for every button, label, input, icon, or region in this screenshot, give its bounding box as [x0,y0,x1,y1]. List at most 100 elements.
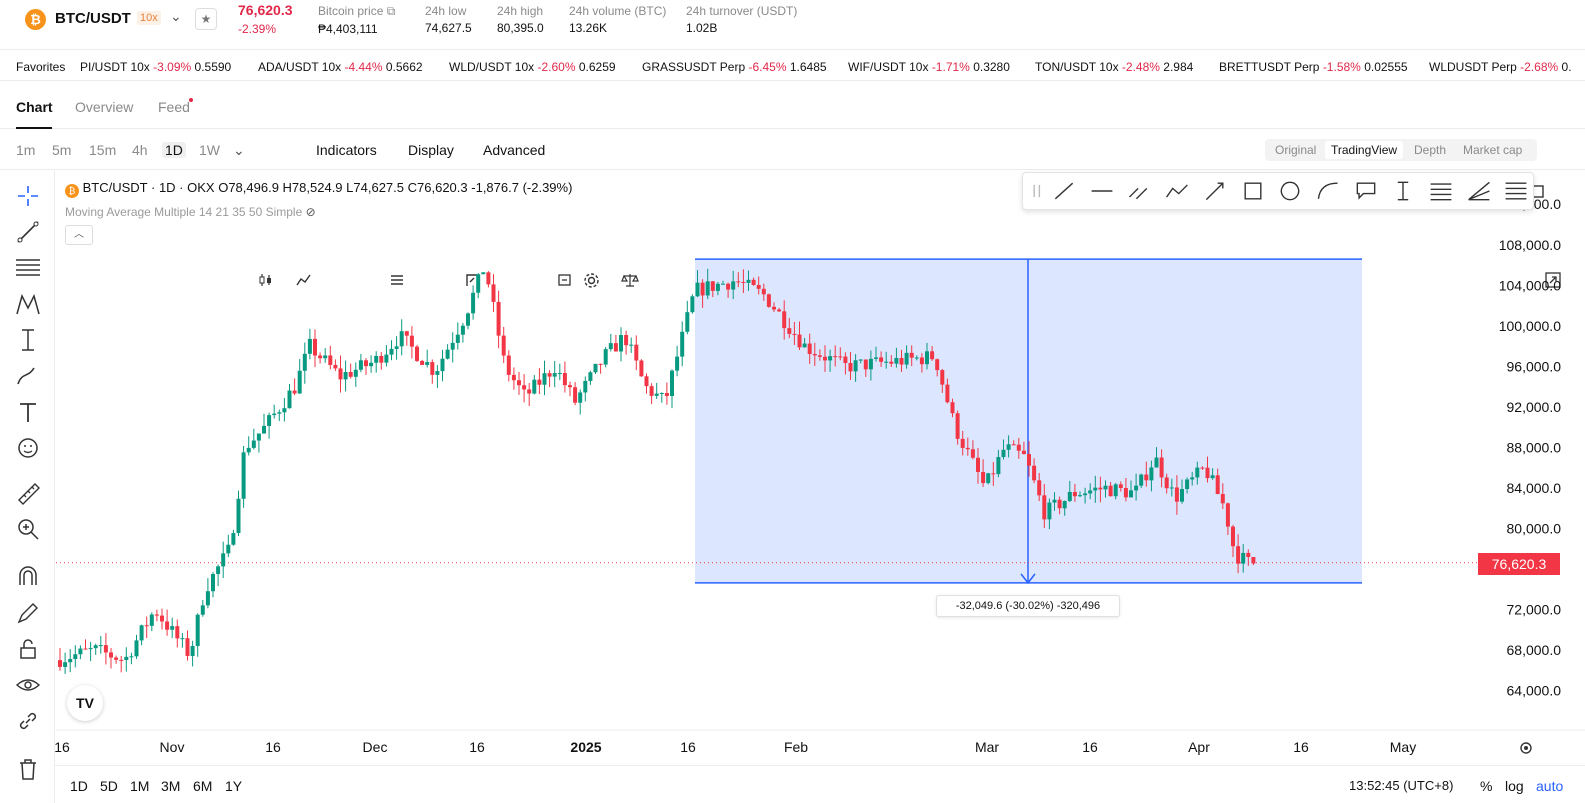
view-tradingview[interactable]: TradingView [1325,141,1404,159]
fib-retracement-icon[interactable] [14,254,42,282]
interval-1d[interactable]: 1D [162,142,186,158]
pair-name[interactable]: BTC/USDT [55,10,131,27]
range-1d[interactable]: 1D [70,778,88,794]
interval-1m[interactable]: 1m [16,142,36,158]
tab-feed[interactable]: Feed [158,99,190,115]
range-1y[interactable]: 1Y [225,778,243,794]
curve-icon[interactable] [1315,178,1341,204]
candle [435,365,440,388]
candle-body [1006,444,1011,450]
favorite-item[interactable]: WLD/USDT 10x -2.60% 0.6259 [449,60,616,74]
callout-icon[interactable] [1353,178,1379,204]
favorite-item[interactable]: WIF/USDT 10x -1.71% 0.3280 [848,60,1010,74]
range-3m[interactable]: 3M [161,778,181,794]
chevron-down-icon[interactable]: ⌄ [170,8,182,24]
display-button[interactable]: Display [408,142,454,158]
lock-icon[interactable] [14,635,42,663]
x-tick-label: May [1390,739,1416,755]
parallel-channel-icon[interactable] [1126,178,1152,204]
candle-body [139,625,144,641]
candle-body [833,356,838,358]
stat-bitcoin-price[interactable]: Bitcoin price ⧉ ₱4,403,111 [318,4,396,36]
ruler-icon[interactable] [14,479,42,507]
candle-body [777,309,782,312]
collapse-legend-button[interactable]: ︿ [65,225,93,245]
candle [578,389,583,415]
favorite-item[interactable]: BRETTUSDT Perp -1.58% 0.02555 [1219,60,1408,74]
interval-15m[interactable]: 15m [89,142,117,158]
measure-arrow-head [1020,573,1036,585]
text-tool-icon[interactable] [14,398,42,426]
candle-type-icon[interactable] [258,272,274,288]
fib-fan-icon[interactable] [1466,178,1492,204]
candle [409,326,414,359]
range-1m[interactable]: 1M [130,778,150,794]
indicators-button[interactable]: Indicators [316,142,377,158]
pattern-icon[interactable] [14,290,42,318]
magnet-icon[interactable] [14,563,42,591]
favorite-item[interactable]: PI/USDT 10x -3.09% 0.5590 [80,60,232,74]
trend-line-icon[interactable] [1051,178,1077,204]
auto-toggle[interactable]: auto [1536,778,1564,794]
balance-scale-icon[interactable] [621,272,639,288]
favorite-item[interactable]: WLDUSDT Perp -2.68% 0. [1429,60,1572,74]
indicator-legend[interactable]: Moving Average Multiple 14 21 35 50 Simp… [65,205,316,219]
interval-dropdown-icon[interactable]: ⌄ [233,142,245,158]
brush-icon[interactable] [14,362,42,390]
zoom-in-icon[interactable] [14,515,42,543]
prediction-icon[interactable] [14,326,42,354]
range-6m[interactable]: 6M [193,778,213,794]
crosshair-icon[interactable] [14,182,42,210]
candle-body [1236,546,1241,564]
price-range-icon[interactable] [1390,178,1416,204]
eye-icon[interactable] [14,671,42,699]
candle [792,321,797,346]
log-toggle[interactable]: log [1505,778,1524,794]
candle-body [619,335,623,352]
compare-icon[interactable] [557,273,572,287]
display-icon [391,275,403,285]
candle [445,344,450,360]
tab-chart[interactable]: Chart [16,99,53,115]
link-icon[interactable] [14,707,42,735]
candle-body [1042,495,1047,520]
percent-toggle[interactable]: % [1480,778,1493,794]
view-market-cap[interactable]: Market cap [1463,143,1523,157]
grip-icon[interactable] [1029,178,1055,204]
tab-overview[interactable]: Overview [75,99,134,115]
eye-off-icon[interactable]: ⊘ [305,205,316,219]
circle-icon[interactable] [1277,178,1303,204]
draw-mode-icon[interactable] [14,599,42,627]
rectangle-icon[interactable] [1240,178,1266,204]
candle [680,321,685,367]
trend-line-icon[interactable] [14,218,42,246]
settings-gear-icon[interactable] [583,272,600,289]
arrow-icon[interactable] [1202,178,1228,204]
candle-body [823,356,827,361]
candle [190,640,195,667]
trash-icon[interactable] [14,755,42,783]
candle-body [695,282,700,297]
emoji-icon[interactable] [14,434,42,462]
fib-levels-icon[interactable] [1428,178,1454,204]
interval-4h[interactable]: 4h [132,142,148,158]
favorite-item[interactable]: GRASSUSDT Perp -6.45% 1.6485 [642,60,827,74]
gann-icon[interactable] [1503,178,1529,204]
candle [420,359,425,366]
range-5d[interactable]: 5D [100,778,118,794]
horizontal-line-icon[interactable] [1089,178,1115,204]
advanced-button[interactable]: Advanced [483,142,546,158]
polyline-icon[interactable] [1164,178,1190,204]
interval-1w[interactable]: 1W [199,142,220,158]
expand-icon[interactable] [1545,272,1561,288]
candle-body [109,652,113,658]
favorite-item[interactable]: TON/USDT 10x -2.48% 2.984 [1035,60,1194,74]
view-original[interactable]: Original [1275,143,1317,157]
tradingview-logo[interactable]: TV [67,685,103,721]
favorite-star-icon[interactable]: ★ [195,8,217,30]
interval-5m[interactable]: 5m [52,142,72,158]
favorite-item[interactable]: ADA/USDT 10x -4.44% 0.5662 [258,60,423,74]
clock[interactable]: 13:52:45 (UTC+8) [1349,778,1454,793]
view-depth[interactable]: Depth [1414,143,1447,157]
